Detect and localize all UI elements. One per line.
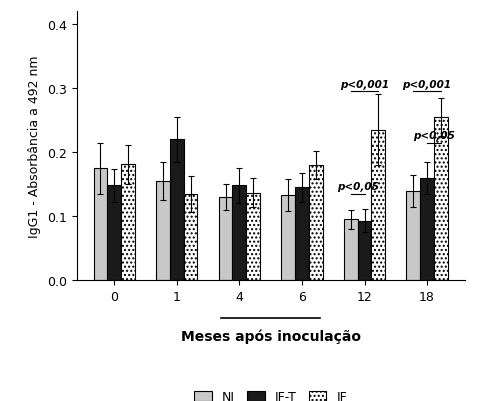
Legend: NI, IF-T, IF: NI, IF-T, IF — [194, 391, 347, 401]
Bar — [281, 196, 295, 281]
Bar — [107, 186, 121, 281]
Bar — [295, 188, 309, 281]
Bar — [183, 194, 197, 281]
Text: p<0,001: p<0,001 — [402, 79, 452, 89]
Bar — [121, 165, 135, 281]
Bar — [344, 220, 358, 281]
Bar — [219, 198, 232, 281]
Text: p<0,001: p<0,001 — [340, 79, 389, 89]
Bar — [93, 169, 107, 281]
Bar — [170, 140, 183, 281]
Text: p<0,05: p<0,05 — [413, 131, 455, 141]
Text: p<0,05: p<0,05 — [337, 182, 378, 192]
Y-axis label: IgG1 - Absorbância a 492 nm: IgG1 - Absorbância a 492 nm — [28, 55, 41, 237]
Bar — [434, 117, 448, 281]
Bar — [358, 221, 371, 281]
Bar — [407, 191, 420, 281]
Bar — [309, 166, 322, 281]
Bar — [232, 186, 246, 281]
X-axis label: Meses após inoculação: Meses após inoculação — [181, 328, 361, 343]
Bar — [156, 182, 170, 281]
Bar — [371, 130, 385, 281]
Bar — [420, 178, 434, 281]
Bar — [246, 193, 260, 281]
